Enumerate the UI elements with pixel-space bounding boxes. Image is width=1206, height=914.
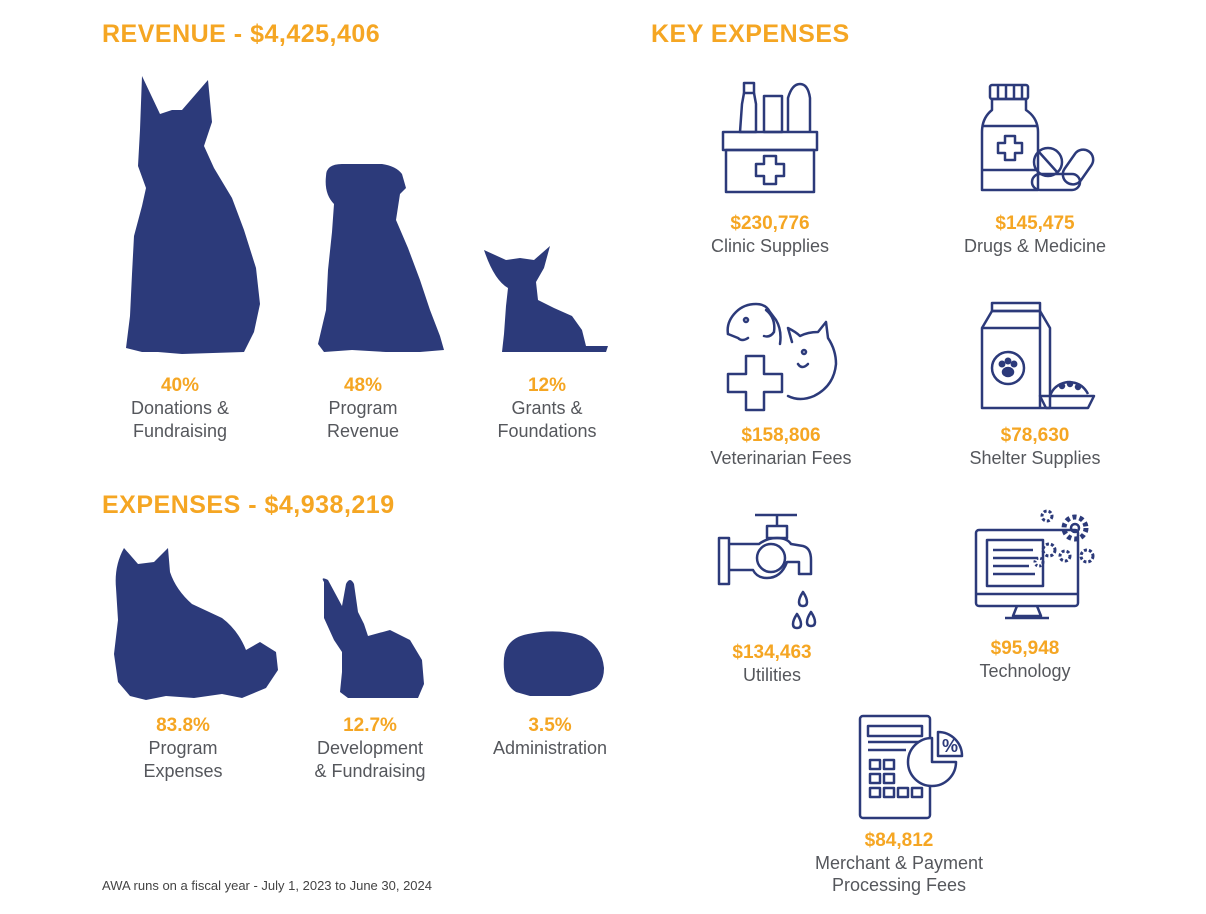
- expenses-program-label-line1: Program: [148, 738, 218, 758]
- chihuahua-silhouette-icon: [484, 246, 608, 352]
- revenue-grants-label-line2: Foundations: [497, 421, 597, 441]
- expenses-development-stat: 12.7% Development & Fundraising: [290, 715, 450, 783]
- key-expense-utilities: $134,463 Utilities: [672, 642, 872, 686]
- expenses-development-label-line2: & Fundraising: [314, 761, 426, 781]
- revenue-donations-pct: 40%: [160, 375, 200, 396]
- veterinarian-icon: [726, 302, 838, 412]
- faucet-icon: [717, 513, 817, 630]
- expenses-program-pct: 83.8%: [156, 715, 210, 736]
- veterinarian-fees-label: Veterinarian Fees: [710, 448, 852, 468]
- technology-label: Technology: [979, 661, 1071, 681]
- shelter-supplies-amount: $78,630: [1000, 425, 1070, 446]
- expenses-development-pct: 12.7%: [343, 715, 397, 736]
- computer-gears-icon: [974, 509, 1095, 620]
- clinic-supplies-icon: [721, 81, 819, 194]
- calculator-pie-icon: %: [858, 714, 964, 820]
- revenue-program-pct: 48%: [343, 375, 383, 396]
- veterinarian-fees-amount: $158,806: [741, 425, 821, 446]
- expenses-administration-stat: 3.5% Administration: [470, 715, 630, 760]
- technology-amount: $95,948: [990, 638, 1060, 659]
- revenue-grants-pct: 12%: [527, 375, 567, 396]
- revenue-program-label-line1: Program: [328, 398, 398, 418]
- clinic-supplies-amount: $230,776: [730, 213, 810, 234]
- merchant-fees-amount: $84,812: [864, 830, 934, 851]
- expenses-administration-pct: 3.5%: [528, 715, 572, 736]
- merchant-fees-label-line1: Merchant & Payment: [814, 853, 984, 873]
- key-expense-shelter-supplies: $78,630 Shelter Supplies: [935, 425, 1135, 469]
- drugs-medicine-amount: $145,475: [995, 213, 1075, 234]
- clinic-supplies-label: Clinic Supplies: [710, 236, 830, 256]
- guinea-pig-silhouette-icon: [503, 631, 604, 696]
- german-shepherd-silhouette-icon: [126, 76, 260, 354]
- merchant-fees-label-line2: Processing Fees: [831, 875, 967, 895]
- expenses-development-label-line1: Development: [316, 738, 424, 758]
- key-expense-clinic-supplies: $230,776 Clinic Supplies: [670, 213, 870, 257]
- expenses-heading: EXPENSES - $4,938,219: [102, 491, 395, 519]
- revenue-program-stat: 48% Program Revenue: [283, 375, 443, 443]
- drugs-medicine-label: Drugs & Medicine: [963, 236, 1107, 256]
- cat-silhouette-icon: [114, 548, 278, 700]
- revenue-heading: REVENUE - $4,425,406: [102, 20, 381, 48]
- key-expenses-heading: KEY EXPENSES: [651, 20, 850, 48]
- rabbit-silhouette-icon: [322, 578, 424, 698]
- revenue-donations-label-line1: Donations &: [130, 398, 230, 418]
- drugs-medicine-icon: [980, 83, 1095, 192]
- revenue-donations-stat: 40% Donations & Fundraising: [100, 375, 260, 443]
- utilities-label: Utilities: [742, 665, 801, 685]
- revenue-grants-label-line1: Grants &: [511, 398, 583, 418]
- fiscal-year-footnote: AWA runs on a fiscal year - July 1, 2023…: [102, 878, 433, 893]
- key-expense-drugs-medicine: $145,475 Drugs & Medicine: [935, 213, 1135, 257]
- revenue-program-label-line2: Revenue: [326, 421, 400, 441]
- puppy-silhouette-icon: [318, 164, 444, 352]
- revenue-grants-stat: 12% Grants & Foundations: [467, 375, 627, 443]
- expenses-program-stat: 83.8% Program Expenses: [103, 715, 263, 783]
- pet-food-icon: [980, 301, 1096, 410]
- utilities-amount: $134,463: [732, 642, 812, 663]
- svg-text:%: %: [942, 736, 958, 756]
- shelter-supplies-label: Shelter Supplies: [969, 448, 1101, 468]
- key-expense-merchant-fees: $84,812 Merchant & Payment Processing Fe…: [789, 830, 1009, 896]
- expenses-program-label-line2: Expenses: [143, 761, 223, 781]
- revenue-donations-label-line2: Fundraising: [132, 421, 228, 441]
- key-expense-technology: $95,948 Technology: [925, 638, 1125, 682]
- expenses-administration-label-line1: Administration: [492, 738, 608, 758]
- key-expense-veterinarian-fees: $158,806 Veterinarian Fees: [681, 425, 881, 469]
